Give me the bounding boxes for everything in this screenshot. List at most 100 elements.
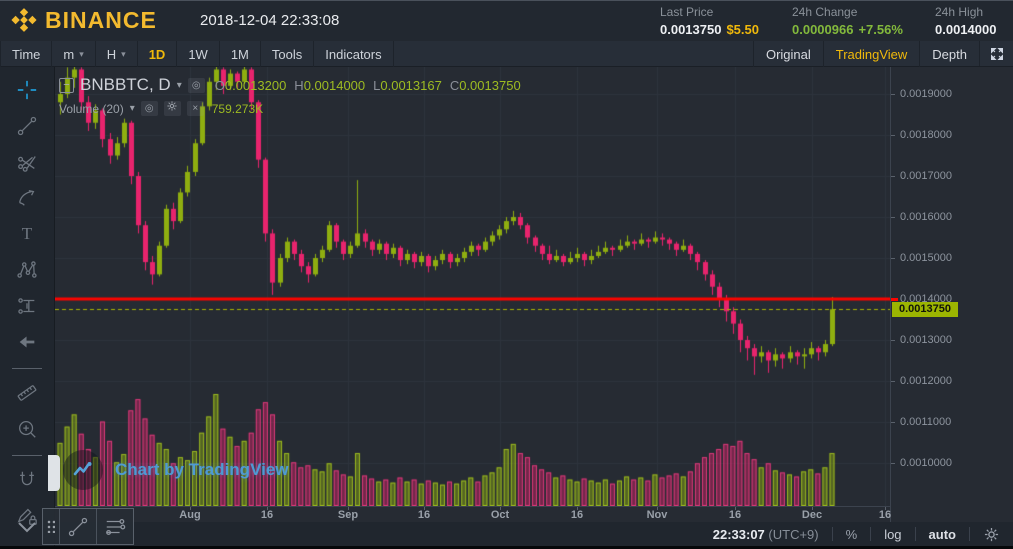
price-axis-label: 0.0015000 [891, 253, 959, 264]
remove-volume-button[interactable]: × [186, 101, 204, 116]
brush-icon [19, 190, 35, 206]
time-axis-label: Nov [646, 509, 668, 521]
view-original-button[interactable]: Original [752, 41, 823, 67]
horizontal-lines-icon [106, 518, 126, 535]
pitchfork-icon [18, 156, 36, 172]
tools-button[interactable]: Tools [261, 41, 315, 67]
trend-line-icon [68, 517, 88, 536]
axis-tick [891, 176, 895, 178]
toolbar-divider [12, 368, 42, 369]
candlestick-chart-canvas[interactable] [55, 67, 945, 506]
drag-handle[interactable] [43, 509, 59, 544]
axis-tick [267, 507, 268, 510]
hours-dropdown[interactable]: H ▾ [96, 41, 138, 67]
time-axis-label: Aug [179, 509, 201, 521]
stat-last-price: Last Price 0.0013750 $5.50 [660, 4, 792, 38]
chevron-down-icon[interactable]: ▾ [176, 79, 182, 91]
text-tool-icon: T [21, 224, 33, 243]
time-axis-label: Oct [490, 509, 510, 521]
interval-1m-button[interactable]: 1M [220, 41, 261, 67]
volume-indicator-label: Volume (20) [59, 101, 124, 116]
price-axis[interactable]: 0.0013750 0.0019000 0.0018000 0.0017000 0.0… [890, 67, 958, 522]
open-value: 0.0013200 [224, 77, 287, 93]
percent-scale-button[interactable]: % [833, 527, 871, 542]
chevron-down-icon: ▾ [121, 48, 126, 59]
time-axis-label: Sep [337, 509, 359, 521]
interval-1w-button[interactable]: 1W [177, 41, 220, 67]
trend-line-tool-button[interactable] [10, 114, 44, 138]
brush-tool-button[interactable] [10, 186, 44, 210]
log-scale-button[interactable]: log [871, 527, 914, 542]
measure-tool-button[interactable] [10, 381, 44, 405]
high-value: 0.0014000 [303, 77, 366, 93]
trend-line-icon [17, 116, 37, 136]
view-depth-button[interactable]: Depth [919, 41, 979, 67]
zoom-in-icon [19, 421, 36, 438]
time-axis-label: 16 [728, 509, 742, 521]
binance-logo[interactable]: BINANCE [10, 6, 157, 34]
hide-volume-button[interactable]: ◎ [140, 101, 158, 116]
chart-toolbar: Time m ▾ H ▾ 1D 1W 1M Tools Indicators Ori… [0, 41, 1013, 67]
chevron-down-icon[interactable]: ▾ [129, 103, 135, 114]
price-axis-label: 0.0016000 [891, 212, 959, 223]
time-button[interactable]: Time [0, 41, 53, 67]
chevron-down-icon [18, 521, 36, 532]
minutes-dropdown[interactable]: m ▾ [52, 41, 96, 67]
stat-label: Last Price [660, 5, 714, 19]
volume-value: 759.273K [211, 101, 264, 116]
fullscreen-button[interactable] [979, 41, 1013, 66]
binance-logo-icon [11, 8, 37, 32]
show-toolbar-flyout-tab[interactable] [48, 455, 60, 491]
axis-tick [891, 421, 895, 423]
low-label: L [373, 77, 381, 93]
timezone-label: (UTC+9) [768, 526, 819, 542]
text-tool-button[interactable]: T [10, 222, 44, 246]
indicators-button[interactable]: Indicators [314, 41, 394, 67]
hide-series-button[interactable]: ◎ [187, 77, 205, 93]
axis-tick [190, 507, 191, 510]
high-value: 0.0014000 [935, 22, 997, 37]
axis-tick [891, 462, 895, 464]
view-tradingview-button[interactable]: TradingView [822, 41, 920, 67]
bottom-border [0, 546, 1013, 549]
auto-scale-button[interactable]: auto [916, 527, 969, 542]
axis-tick [812, 507, 813, 510]
horizontal-lines-quick-button[interactable] [96, 509, 133, 544]
forecast-icon [18, 298, 35, 314]
volume-settings-button[interactable] [163, 101, 181, 116]
undo-arrow-button[interactable] [10, 330, 44, 354]
forecast-tool-button[interactable] [10, 294, 44, 318]
interval-1d-button[interactable]: 1D [138, 41, 178, 67]
low-value: 0.0013167 [380, 77, 442, 93]
time-axis[interactable]: Aug 16 Sep 16 Oct 16 Nov 16 Dec 16 [55, 506, 892, 522]
price-axis-label: 0.0012000 [891, 375, 959, 387]
crosshair-icon [17, 80, 37, 100]
collapse-legend-button[interactable]: − [59, 77, 74, 93]
volume-legend-row: Volume (20) ▾ ◎ × 759.273K [59, 101, 521, 116]
drawing-toolbar: T [0, 67, 55, 549]
stat-24h-change: 24h Change 0.0000966 +7.56% [792, 4, 935, 38]
price-axis-label: 0.0019000 [891, 89, 959, 100]
chart-settings-button[interactable] [970, 527, 1013, 542]
collapse-toolbar-button[interactable] [8, 518, 46, 538]
axis-tick [735, 507, 736, 510]
change-percent: +7.56% [858, 22, 903, 37]
header-stats: Last Price 0.0013750 $5.50 24h Change 0.0… [660, 4, 1013, 38]
price-axis-label: 0.0018000 [891, 130, 959, 141]
ruler-icon [17, 385, 37, 401]
trend-line-quick-button[interactable] [59, 509, 96, 544]
chart-clock: 22:33:07 (UTC+9) [712, 526, 819, 542]
magnet-tool-button[interactable] [10, 468, 44, 492]
divider [870, 527, 872, 541]
ohlc-values: O0.0013200 H0.0014000 L0.0013167 C0.0013… [215, 78, 521, 93]
stat-label: 24h High [935, 5, 984, 19]
axis-tick [891, 94, 895, 96]
drag-dots-icon [47, 520, 55, 533]
zoom-in-tool-button[interactable] [10, 417, 44, 441]
current-price-label: 0.0013750 [892, 302, 958, 318]
time-axis-label: 16 [878, 509, 892, 521]
chart-legend: − BNBBTC, D ▾ ◎ O0.0013200 H0.0014000 L0… [59, 75, 521, 116]
xabcd-pattern-tool-button[interactable] [10, 258, 44, 282]
pitchfork-tool-button[interactable] [10, 150, 44, 174]
crosshair-tool-button[interactable] [10, 78, 44, 102]
